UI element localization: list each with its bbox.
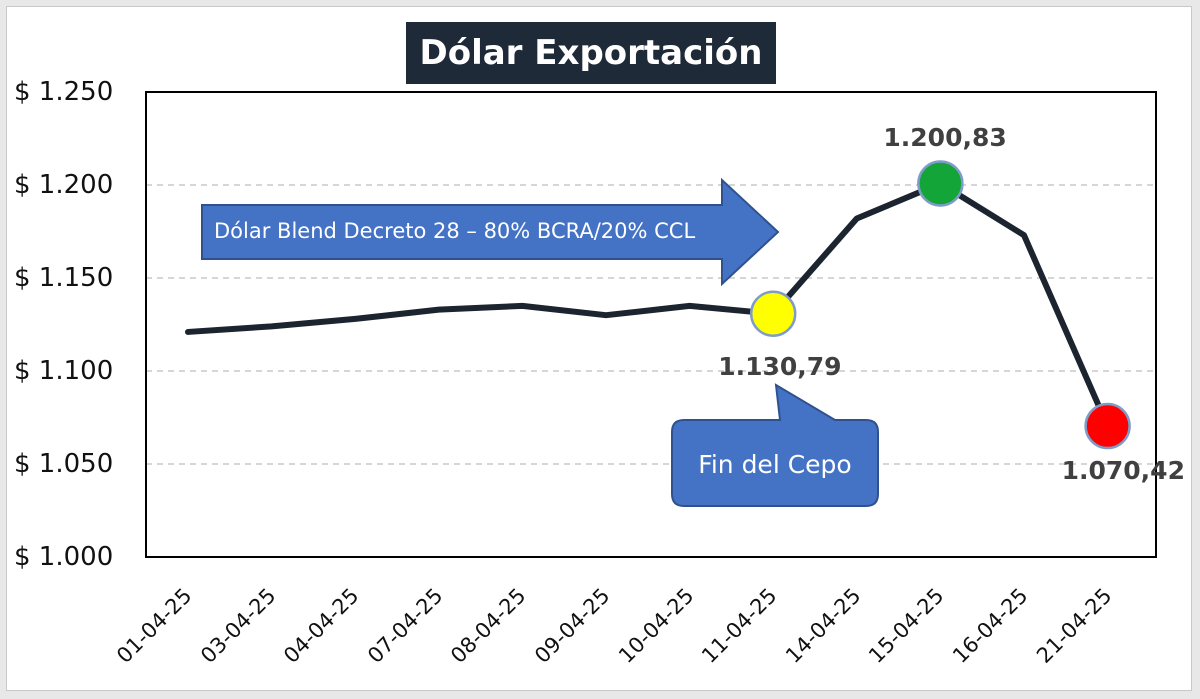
blend-arrow-label: Dólar Blend Decreto 28 – 80% BCRA/20% CC…	[214, 219, 696, 243]
y-tick-label: $ 1.150	[14, 263, 114, 293]
chart-title: Dólar Exportación	[406, 22, 776, 84]
highlight-markers	[749, 160, 1131, 450]
data-label: 1.130,79	[718, 351, 842, 381]
plot-area-border	[145, 91, 1157, 558]
fin-del-cepo-label: Fin del Cepo	[698, 450, 852, 479]
data-label: 1.070,42	[1061, 456, 1185, 486]
y-tick-label: $ 1.250	[14, 77, 114, 107]
y-tick-label: $ 1.100	[14, 356, 114, 386]
y-tick-label: $ 1.200	[14, 170, 114, 200]
fin-del-cepo-callout-shape	[671, 383, 879, 507]
highlight-marker	[1084, 402, 1131, 450]
chart-frame	[6, 6, 1192, 691]
y-tick-label: $ 1.050	[14, 449, 114, 479]
gridlines	[146, 184, 1156, 465]
highlight-marker	[917, 160, 964, 207]
blend-arrow-shape	[201, 177, 780, 287]
highlight-marker	[749, 290, 797, 337]
y-tick-label: $ 1.000	[14, 542, 114, 572]
data-label: 1.200,83	[883, 123, 1007, 153]
